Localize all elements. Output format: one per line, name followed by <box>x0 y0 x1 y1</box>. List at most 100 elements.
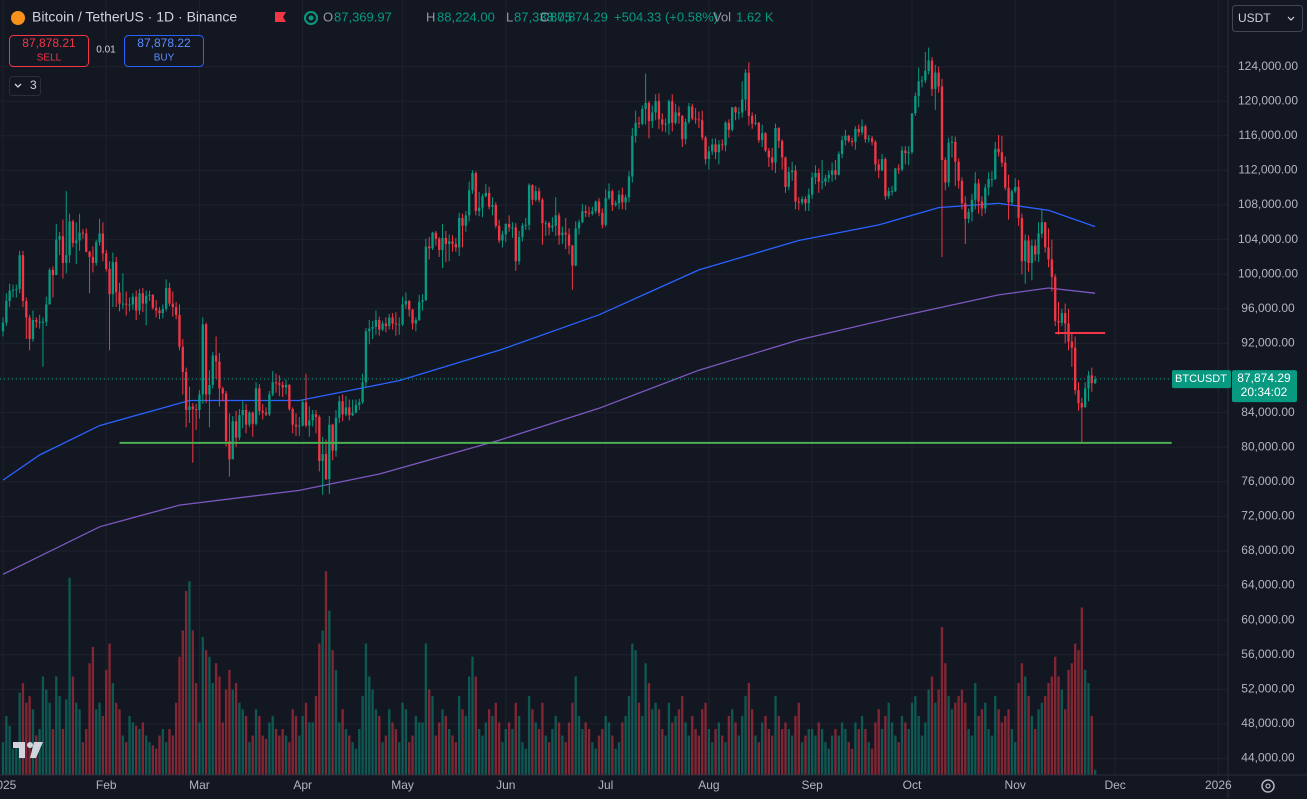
volume-bar <box>567 722 571 775</box>
candle-body <box>727 122 731 130</box>
volume-bar <box>328 610 331 775</box>
candle-body <box>977 183 980 202</box>
volume-bar <box>351 742 354 775</box>
currency-select[interactable] <box>1232 5 1303 32</box>
volume-bar <box>551 729 554 775</box>
x-tick-label: Apr <box>293 778 312 792</box>
candle-body <box>501 234 504 241</box>
candle-body <box>251 412 254 424</box>
sell-button[interactable] <box>9 35 89 67</box>
candle-body <box>577 222 581 229</box>
candle-body <box>534 191 537 200</box>
candle-body <box>487 192 491 207</box>
volume-label: Vol <box>713 9 731 24</box>
buy-button[interactable] <box>124 35 204 67</box>
candle-body <box>391 317 394 324</box>
flag-icon[interactable] <box>275 12 286 22</box>
volume-bar <box>171 735 174 775</box>
candle-body <box>1034 245 1037 255</box>
candle-body <box>920 80 924 82</box>
candle-body <box>368 328 371 332</box>
volume-bar <box>164 742 168 775</box>
y-tick-label: 108,000.00 <box>1238 197 1298 211</box>
candle-body <box>544 223 547 225</box>
candle-body <box>757 122 761 141</box>
volume-bar <box>161 729 164 775</box>
volume-bar <box>1057 676 1060 775</box>
candle-body <box>597 201 601 213</box>
candle-body <box>717 144 721 153</box>
volume-bar <box>804 735 807 775</box>
candle-body <box>834 170 837 175</box>
candle-body <box>81 232 85 234</box>
candle-body <box>824 178 827 182</box>
candle-body <box>741 99 744 113</box>
candle-body <box>814 172 817 178</box>
volume-bar <box>105 669 108 775</box>
candle-body <box>208 384 211 395</box>
candle-body <box>191 406 194 410</box>
candle-body <box>964 203 967 219</box>
volume-bar <box>314 696 318 775</box>
candle-body <box>854 128 857 142</box>
candle-body <box>800 198 804 203</box>
volume-bar <box>1010 729 1014 775</box>
x-tick-label: Sep <box>801 778 823 792</box>
candle-body <box>954 141 957 162</box>
ohlc-label: O <box>323 9 333 24</box>
candle-body <box>75 240 78 244</box>
candle-body <box>68 221 71 256</box>
volume-bar <box>381 742 384 775</box>
symbol-title[interactable]: Bitcoin / TetherUS · 1D · Binance <box>32 9 237 25</box>
volume-bar <box>591 742 594 775</box>
volume-bar <box>487 709 491 775</box>
candle-body <box>641 108 644 124</box>
ohlc-value: 88,224.00 <box>437 9 495 24</box>
candle-body <box>381 323 384 330</box>
candle-body <box>414 320 418 324</box>
x-tick-label: Oct <box>903 778 922 792</box>
volume-bar <box>411 735 414 775</box>
indicator-toggle[interactable] <box>9 76 41 96</box>
candle-body <box>884 159 887 197</box>
volume-bar <box>847 742 850 775</box>
volume-bar <box>75 702 78 775</box>
candle-body <box>917 81 920 97</box>
volume-bar <box>827 748 830 775</box>
candle-body <box>1070 341 1074 348</box>
candle-body <box>211 355 214 385</box>
candle-body <box>880 159 884 171</box>
volume-bar <box>927 689 930 775</box>
candle-body <box>1093 379 1097 384</box>
y-tick-label: 104,000.00 <box>1238 232 1298 246</box>
volume-bar <box>870 748 874 775</box>
settings-icon <box>1265 783 1271 789</box>
candle-body <box>724 122 727 146</box>
candle-body <box>677 112 681 116</box>
volume-bar <box>511 729 514 775</box>
candle-body <box>770 157 774 163</box>
candle-body <box>687 106 691 122</box>
candle-body <box>388 317 391 327</box>
volume-bar <box>184 591 188 775</box>
volume-bar <box>471 656 474 775</box>
volume-bar <box>467 676 471 775</box>
candle-body <box>974 183 977 200</box>
candle-body <box>934 72 937 90</box>
volume-bar <box>674 715 677 775</box>
volume-bar <box>341 709 344 775</box>
settings-icon[interactable] <box>1261 779 1275 793</box>
candle-body <box>754 122 757 124</box>
candle-body <box>334 417 338 451</box>
volume-bar <box>587 729 591 775</box>
candle-body <box>158 310 161 314</box>
volume-bar <box>264 738 268 775</box>
volume-bar <box>241 709 244 775</box>
candle-body <box>1007 187 1010 203</box>
volume-bar <box>1030 715 1034 775</box>
candle-body <box>890 191 894 193</box>
volume-bar <box>111 683 115 775</box>
candle-body <box>181 346 184 372</box>
candle-body <box>278 383 281 385</box>
candle-body <box>794 170 797 202</box>
